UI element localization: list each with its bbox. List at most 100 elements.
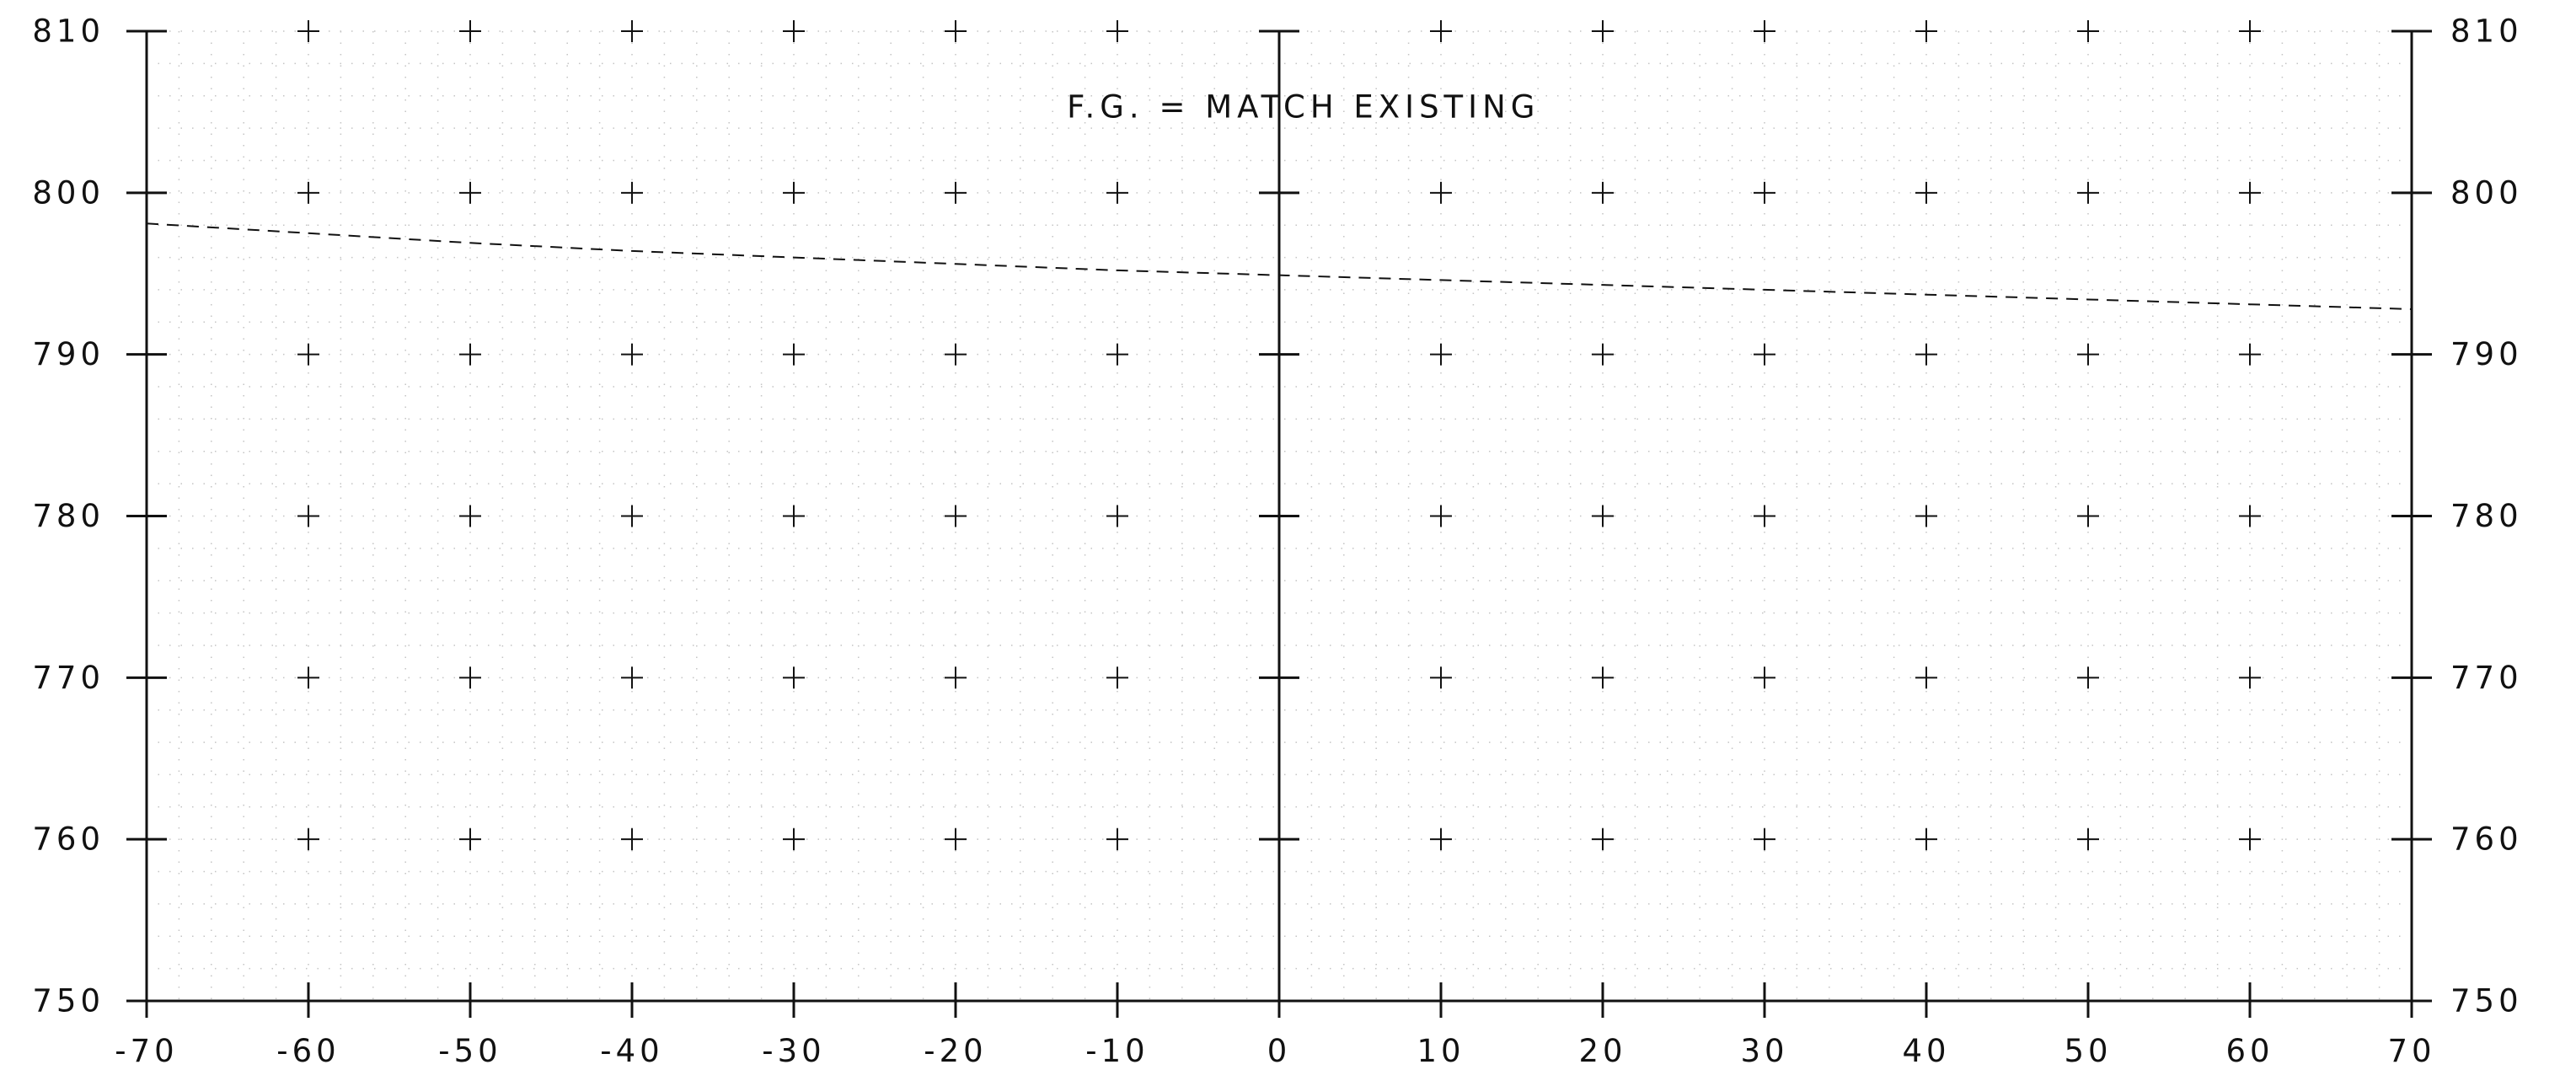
- grid-cross-marker: [2077, 828, 2099, 851]
- grid-cross-marker: [2239, 505, 2261, 527]
- grid-cross-marker: [945, 828, 967, 851]
- x-tick-label: -50: [438, 1033, 501, 1069]
- x-tick-label: -70: [115, 1033, 178, 1069]
- grid-cross-marker: [783, 343, 805, 366]
- grid-cross-marker: [459, 20, 481, 42]
- grid-cross-marker: [1915, 20, 1937, 42]
- x-tick-label: -30: [762, 1033, 825, 1069]
- x-tick-label: 20: [1578, 1033, 1626, 1069]
- grid-cross-marker: [1106, 828, 1128, 851]
- y-tick-label-left: 770: [32, 660, 104, 696]
- grid-cross-marker: [2077, 505, 2099, 527]
- grid-cross-marker: [1754, 181, 1775, 204]
- grid-cross-marker: [2239, 666, 2261, 689]
- grid-cross-marker: [1106, 20, 1128, 42]
- grid-cross-marker: [945, 505, 967, 527]
- grid-cross-marker: [1592, 666, 1614, 689]
- grid-cross-marker: [1106, 666, 1128, 689]
- x-tick-label: 70: [2387, 1033, 2435, 1069]
- grid-cross-marker: [945, 666, 967, 689]
- grid-cross-marker: [1915, 828, 1937, 851]
- grid-cross-marker: [1754, 20, 1775, 42]
- y-tick-label-left: 810: [32, 13, 104, 50]
- grid-cross-marker: [1106, 181, 1128, 204]
- grid-cross-marker: [459, 505, 481, 527]
- grid-cross-marker: [621, 666, 643, 689]
- grid-cross-marker: [2077, 20, 2099, 42]
- grid-cross-marker: [459, 828, 481, 851]
- grid-cross-marker: [297, 343, 319, 366]
- grid-cross-marker: [621, 181, 643, 204]
- tick-labels: 750 750 760 760 770 770 780 780 790 790 800 800 810 8…: [32, 13, 2523, 1070]
- grid-cross-marker: [297, 181, 319, 204]
- grid-cross-markers: [297, 20, 2261, 851]
- grid-cross-marker: [1430, 666, 1452, 689]
- annotations: F.G. = MATCH EXISTING: [1067, 89, 1540, 126]
- annotation-label: F.G. = MATCH EXISTING: [1067, 89, 1540, 126]
- grid-cross-marker: [297, 828, 319, 851]
- y-tick-label-left: 780: [32, 498, 104, 534]
- y-tick-label-left: 790: [32, 336, 104, 372]
- grid-cross-marker: [459, 666, 481, 689]
- y-tick-label-left: 760: [32, 821, 104, 858]
- grid-cross-marker: [297, 20, 319, 42]
- grid-cross-marker: [297, 505, 319, 527]
- y-tick-label-right: 810: [2450, 13, 2523, 50]
- grid-cross-marker: [1915, 505, 1937, 527]
- grid-cross-marker: [1592, 828, 1614, 851]
- grid-cross-marker: [1754, 666, 1775, 689]
- grid-cross-marker: [1106, 343, 1128, 366]
- x-tick-label: -20: [924, 1033, 987, 1069]
- grid-cross-marker: [2239, 20, 2261, 42]
- grid-cross-marker: [621, 828, 643, 851]
- y-tick-label-right: 790: [2450, 336, 2523, 372]
- grid-cross-marker: [2077, 343, 2099, 366]
- axes: [126, 29, 2432, 1018]
- grid-cross-marker: [783, 20, 805, 42]
- grid-cross-marker: [2239, 181, 2261, 204]
- grid-cross-marker: [783, 666, 805, 689]
- grid-cross-marker: [783, 181, 805, 204]
- grid-cross-marker: [1915, 181, 1937, 204]
- y-tick-label-left: 750: [32, 983, 104, 1019]
- grid-cross-marker: [459, 181, 481, 204]
- grid-cross-marker: [621, 20, 643, 42]
- grid-cross-marker: [1915, 343, 1937, 366]
- grid-cross-marker: [621, 343, 643, 366]
- x-tick-label: -40: [600, 1033, 663, 1069]
- grid-cross-marker: [1754, 828, 1775, 851]
- series-layer: [146, 222, 2413, 310]
- grid-cross-marker: [297, 666, 319, 689]
- grid-cross-marker: [2077, 181, 2099, 204]
- grid-cross-marker: [2239, 828, 2261, 851]
- grid-cross-marker: [1430, 343, 1452, 366]
- y-tick-label-left: 800: [32, 174, 104, 211]
- grid-cross-marker: [1754, 343, 1775, 366]
- x-tick-label: 60: [2225, 1033, 2273, 1069]
- grid-cross-marker: [945, 20, 967, 42]
- y-tick-label-right: 770: [2450, 660, 2523, 696]
- grid-cross-marker: [1592, 505, 1614, 527]
- grid-cross-marker: [1592, 181, 1614, 204]
- grid-cross-marker: [2239, 343, 2261, 366]
- grid-cross-marker: [1592, 20, 1614, 42]
- x-tick-label: 40: [1902, 1033, 1950, 1069]
- grid-cross-marker: [459, 343, 481, 366]
- x-tick-label: 0: [1267, 1033, 1292, 1069]
- grid-cross-marker: [783, 828, 805, 851]
- y-tick-label-right: 780: [2450, 498, 2523, 534]
- grid-cross-marker: [1106, 505, 1128, 527]
- x-tick-label: 30: [1740, 1033, 1788, 1069]
- x-tick-label: 50: [2064, 1033, 2112, 1069]
- y-tick-label-right: 760: [2450, 821, 2523, 858]
- grid-cross-marker: [783, 505, 805, 527]
- grid-cross-marker: [1430, 181, 1452, 204]
- grid-cross-marker: [1592, 343, 1614, 366]
- x-tick-label: -10: [1085, 1033, 1149, 1069]
- grid-cross-marker: [1754, 505, 1775, 527]
- y-tick-label-right: 800: [2450, 174, 2523, 211]
- x-tick-label: -60: [276, 1033, 340, 1069]
- existing-ground-line: [146, 222, 2413, 310]
- y-tick-label-right: 750: [2450, 983, 2523, 1019]
